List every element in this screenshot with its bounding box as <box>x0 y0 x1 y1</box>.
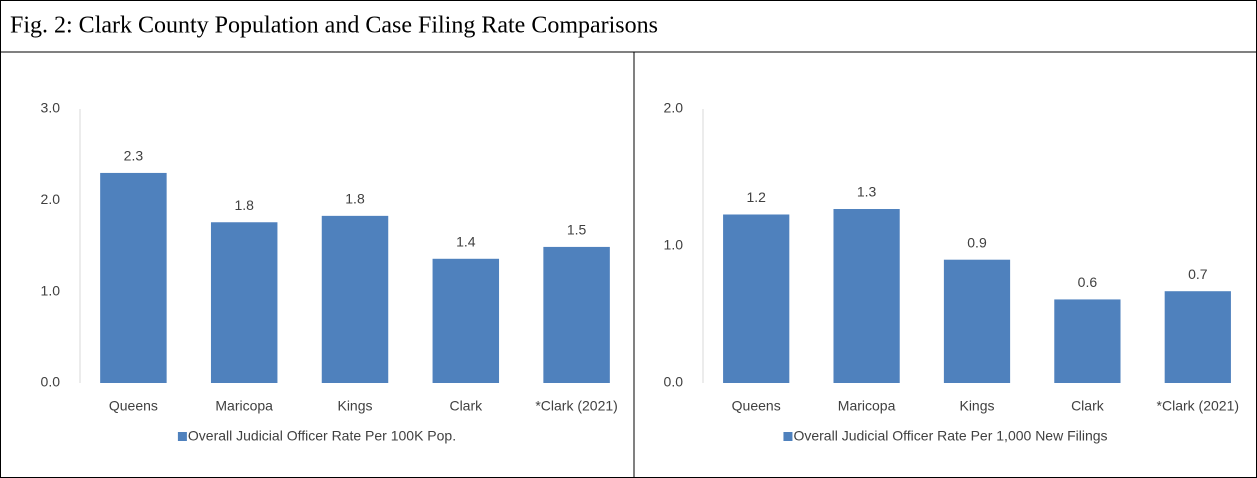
x-tick-label: Clark <box>1071 398 1105 414</box>
y-tick-label: 3.0 <box>41 100 61 116</box>
data-label: 0.9 <box>967 234 987 250</box>
x-tick-label: Maricopa <box>838 398 896 414</box>
bar <box>1164 291 1231 383</box>
data-label: 2.3 <box>124 148 144 164</box>
x-tick-label: Kings <box>959 398 994 414</box>
data-label: 0.6 <box>1078 274 1098 290</box>
legend-label: Overall Judicial Officer Rate Per 1,000 … <box>793 428 1107 444</box>
y-tick-label: 2.0 <box>41 191 61 207</box>
x-tick-label: *Clark (2021) <box>535 398 617 414</box>
y-tick-label: 1.0 <box>41 282 61 298</box>
x-tick-label: Kings <box>337 398 372 414</box>
legend-label: Overall Judicial Officer Rate Per 100K P… <box>188 428 456 444</box>
legend-swatch <box>177 432 187 441</box>
x-tick-label: Clark <box>449 398 483 414</box>
data-label: 1.5 <box>567 222 587 238</box>
bar <box>321 215 389 383</box>
x-tick-label: Queens <box>732 398 781 414</box>
bar <box>432 258 500 383</box>
bar <box>1054 299 1121 383</box>
figure-title: Fig. 2: Clark County Population and Case… <box>10 13 658 39</box>
y-tick-label: 0.0 <box>41 374 61 390</box>
bar <box>100 172 167 383</box>
y-tick-label: 2.0 <box>664 100 684 116</box>
data-label: 1.8 <box>234 197 254 213</box>
data-label: 1.8 <box>345 191 365 207</box>
data-label: 1.3 <box>857 184 877 200</box>
x-tick-label: Maricopa <box>215 398 273 414</box>
y-tick-label: 0.0 <box>664 374 684 390</box>
x-tick-label: Queens <box>109 398 158 414</box>
data-label: 0.7 <box>1188 266 1208 282</box>
y-tick-label: 1.0 <box>664 237 684 253</box>
bar <box>543 246 610 383</box>
x-tick-label: *Clark (2021) <box>1157 398 1239 414</box>
bar <box>723 214 790 383</box>
bar <box>210 222 278 383</box>
bar <box>833 209 900 383</box>
bar <box>943 259 1011 383</box>
legend-swatch <box>783 432 793 441</box>
data-label: 1.4 <box>456 233 476 249</box>
data-label: 1.2 <box>746 189 766 205</box>
